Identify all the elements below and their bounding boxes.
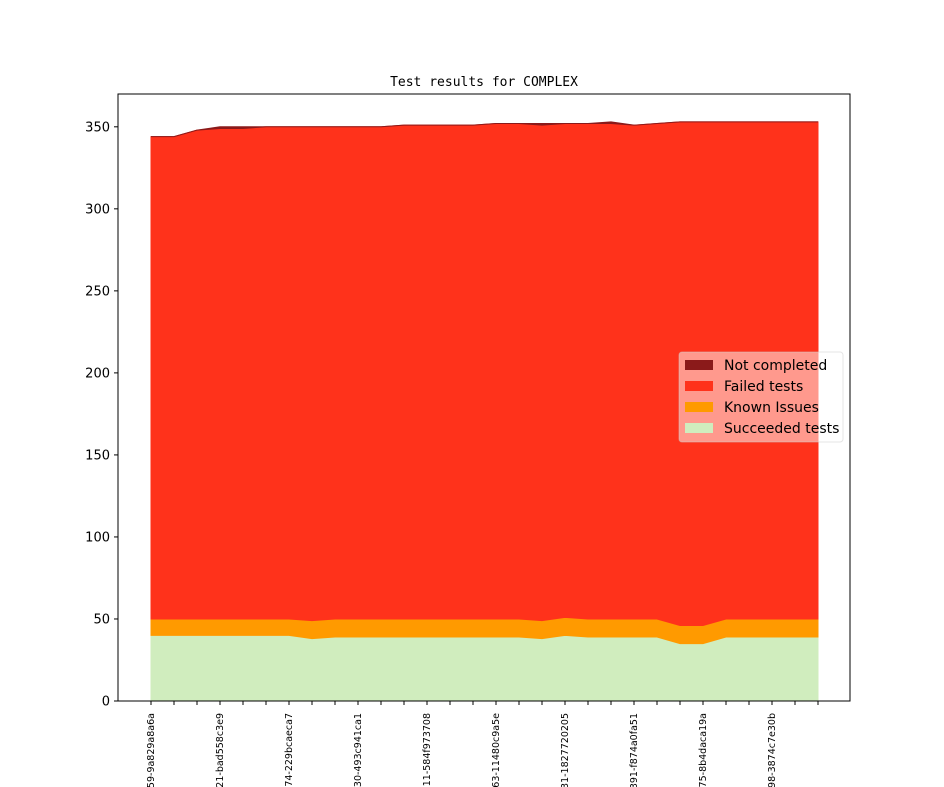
legend-label-failed-tests: Failed tests: [724, 379, 803, 395]
legend-label-known-issues: Known Issues: [724, 400, 819, 416]
y-tick-label: 300: [85, 202, 110, 217]
y-tick-label: 0: [102, 695, 110, 710]
area-succeeded-tests: [150, 634, 819, 702]
legend-box: [678, 351, 844, 443]
x-tick-label: 59-9a829a8a6a: [146, 713, 157, 787]
x-axis: 59-9a829a8a6a 21-bad558c3e9 74-229bcaeca7 3…: [146, 701, 819, 787]
y-tick-label: 250: [85, 284, 110, 299]
areas-layer: [150, 121, 819, 702]
y-tick-label: 100: [85, 530, 110, 545]
legend-swatch-not-completed: [685, 360, 713, 370]
x-tick-label: 21-bad558c3e9: [215, 713, 226, 787]
y-tick-label: 200: [85, 366, 110, 381]
y-tick-label: 50: [93, 612, 110, 627]
y-axis: 0 50 100 150 200 250 300 350: [85, 120, 118, 710]
legend-label-succeeded-tests: Succeeded tests: [724, 421, 839, 437]
plot-frame: [117, 93, 851, 702]
x-tick-label: 31-1827720205: [560, 713, 571, 787]
legend-swatch-succeeded-tests: [685, 423, 713, 433]
legend-label-not-completed: Not completed: [724, 358, 827, 374]
chart-title: Test results for COMPLEX: [390, 75, 578, 90]
x-tick-label: 63-11480c9a5e: [491, 713, 502, 787]
x-tick-label: 98-3874c7e30b: [767, 713, 778, 787]
x-tick-label: 74-229bcaeca7: [284, 713, 295, 787]
y-tick-label: 350: [85, 120, 110, 135]
x-tick-label: 391-f874a0fa51: [629, 713, 640, 787]
legend: Not completed Failed tests Known Issues Suc…: [678, 351, 844, 443]
area-not-completed: [151, 121, 818, 138]
legend-swatch-known-issues: [685, 402, 713, 412]
y-tick-label: 150: [85, 448, 110, 463]
x-tick-label: 11-584f973708: [422, 713, 433, 786]
legend-swatch-failed-tests: [685, 381, 713, 391]
x-tick-label: 75-8b4daca19a: [698, 713, 709, 787]
x-tick-label: 30-493c941ca1: [353, 713, 364, 787]
